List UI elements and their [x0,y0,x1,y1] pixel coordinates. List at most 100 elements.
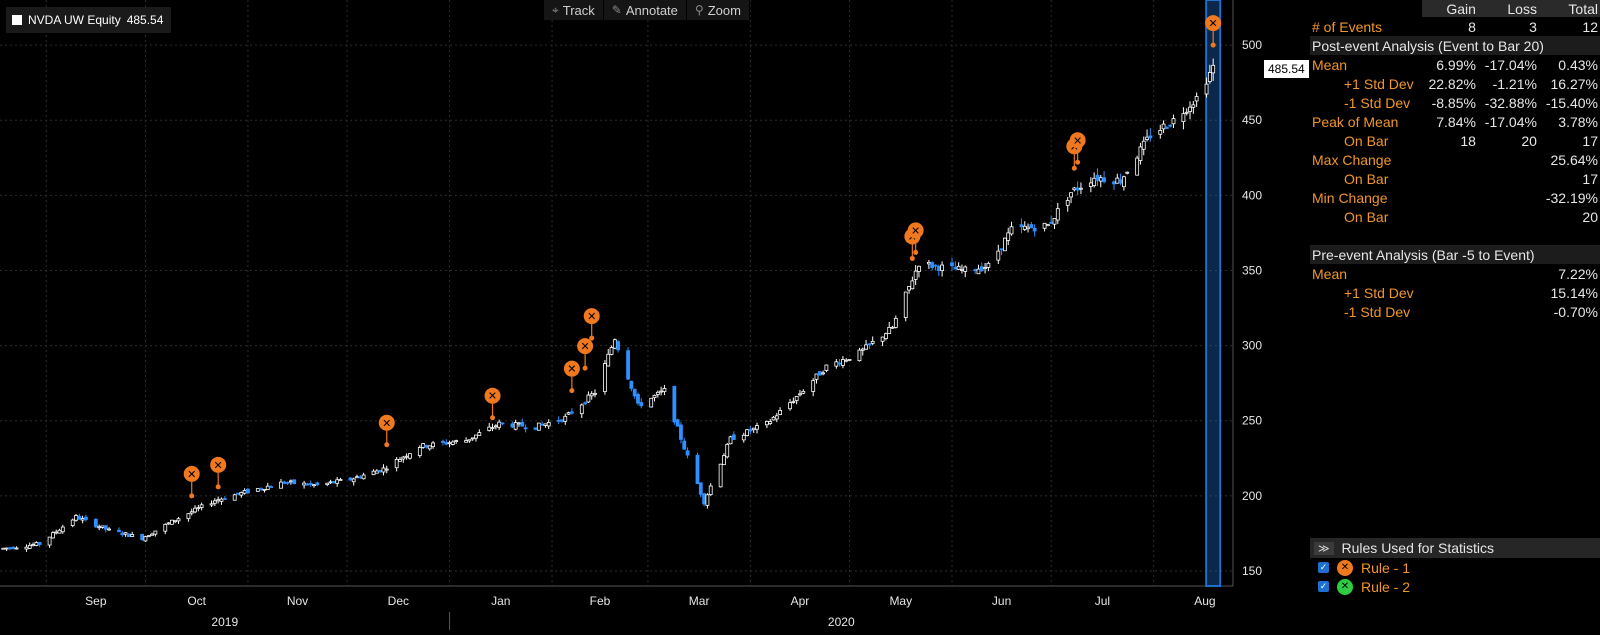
candle-body [464,440,468,443]
event-glyph: ✕ [567,363,576,376]
candle-body [1102,177,1106,183]
candle-body [130,534,135,537]
candle-body [864,344,868,350]
x-month-label: May [889,594,912,608]
candle-body [913,270,918,280]
candle-body [890,326,895,329]
track-button[interactable]: ⌖ Track [544,0,604,20]
candle-body [1125,171,1130,174]
candle-body [4,547,9,550]
candle-body [186,513,191,520]
stat-label: Mean [1312,265,1348,282]
candle-body [1009,226,1014,235]
y-tick-label: 150 [1242,564,1262,578]
candle-body [887,326,892,334]
candle-body [824,364,829,371]
candle-body [176,518,181,522]
stat-value [1422,169,1478,188]
candle-body [1161,123,1166,130]
candle-body [487,426,492,431]
candle-body [1164,127,1169,129]
stat-label: -1 Std Dev [1344,94,1411,111]
candle-body [447,442,452,445]
column-header-row: Gain Loss Total [1310,0,1600,17]
candle-body [374,470,379,474]
zoom-label: Zoom [707,2,741,18]
candle-body [936,265,941,271]
candle-body [474,434,478,439]
rule-1-event-marker [210,456,227,473]
candle-body [986,262,991,268]
candle-body [70,519,75,526]
candle-body [976,268,981,275]
candle-body [358,476,363,479]
candle-body [748,429,753,432]
candle-body [24,546,29,550]
x-year-label: 2020 [828,615,855,629]
candle-body [1026,226,1030,230]
candle-body [279,481,283,489]
candle-body [60,526,65,533]
candle-body [626,350,630,380]
candle-body [649,397,654,408]
candle-body [517,422,521,425]
rule-1-event-marker [577,338,594,355]
candle-body [269,486,273,488]
candle-body [212,500,217,504]
rule-2-checkbox[interactable]: ✓ [1318,581,1329,592]
candle-body [695,454,700,485]
candle-body [1032,227,1037,232]
spacer-row [1310,226,1600,245]
stat-value: 3.78% [1558,113,1598,130]
candle-body [189,511,194,514]
candle-body [1191,104,1196,108]
candle-body [983,267,987,270]
track-label: Track [562,2,595,18]
candle-body [348,477,353,481]
statistics-table: Gain Loss Total # of Events 8 3 12 Post-… [1310,0,1600,321]
candle-body [1088,182,1093,187]
candle-body [560,419,564,422]
candle-body [996,250,1001,261]
y-tick-label: 500 [1242,38,1262,52]
candle-body [193,507,197,513]
stat-value [1478,283,1539,302]
zoom-button[interactable]: ⚲ Zoom [686,0,750,20]
collapse-chevron-icon[interactable]: ≫ [1314,541,1334,555]
candle-body [870,341,875,344]
candle-body [308,483,313,485]
candle-body [933,264,938,267]
annotate-button[interactable]: ✎ Annotate [603,0,687,20]
rule-2-row[interactable]: ✓ ✕ Rule - 2 [1310,577,1600,596]
price-chart[interactable]: 150 200 250 300 350 400 450 500 Sep Oct Nov Dec Jan F… [0,0,1310,635]
candle-body [265,485,270,490]
security-legend[interactable]: NVDA UW Equity 485.54 [6,7,172,33]
rule-1-checkbox[interactable]: ✓ [1318,562,1329,573]
candle-body [14,547,19,550]
candle-body [1168,124,1173,127]
candle-body [302,482,307,486]
post-event-row: On Bar 18 20 17 [1310,131,1600,150]
candle-body [609,347,614,355]
candle-body [672,385,677,423]
candle-body [794,396,799,401]
rule-1-row[interactable]: ✓ ✕ Rule - 1 [1310,558,1600,577]
post-event-section-row: Post-event Analysis (Event to Bar 20) [1310,36,1600,55]
candle-body [1006,232,1011,241]
candle-body [979,266,984,272]
candle-body [140,534,145,540]
x-month-label: Jun [992,594,1011,608]
candle-body [569,411,574,414]
candle-body [1022,225,1027,230]
candle-body [1,547,6,550]
stat-value [1478,264,1539,283]
candle-body [103,525,108,530]
stat-value: 3 [1529,18,1537,35]
stat-value [1478,302,1539,321]
y-tick-label: 250 [1242,414,1262,428]
rules-header[interactable]: ≫ Rules Used for Statistics [1310,538,1600,558]
event-highlight-band [1205,0,1222,587]
stat-value: -17.04% [1484,113,1537,130]
stat-value [1478,169,1539,188]
rule-1-event-marker [378,414,395,431]
